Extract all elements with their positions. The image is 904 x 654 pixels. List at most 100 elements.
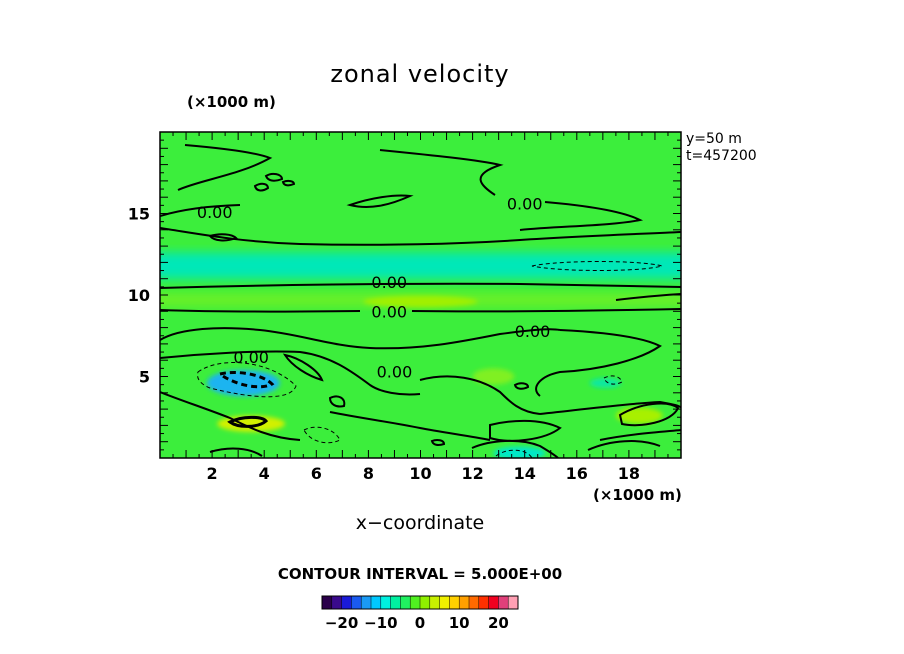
- y-tick-label: 10: [128, 286, 150, 305]
- contour-zero-line: [328, 395, 346, 408]
- contour-zero-line: [471, 439, 559, 458]
- colorbar-tick-label: 10: [449, 614, 470, 632]
- contour-zero-line: [160, 204, 241, 217]
- colorbar-swatch: [380, 596, 391, 609]
- x-tick-label: 18: [618, 464, 640, 483]
- colorbar-swatch: [400, 596, 411, 609]
- colorbar-swatch: [429, 596, 440, 609]
- meta-time: t=457200: [686, 148, 757, 164]
- colorbar-tick-label: −20: [325, 614, 358, 632]
- contour-zero-line: [160, 282, 681, 289]
- contour-zero-line: [411, 308, 681, 313]
- colorbar-swatch: [498, 596, 509, 609]
- contour-zero-line: [160, 227, 681, 246]
- contour-zero-line: [587, 440, 661, 451]
- colorbar-swatch: [390, 596, 401, 609]
- meta-y-position: y=50 m: [686, 131, 742, 147]
- x-tick-label: 6: [311, 464, 322, 483]
- field-blob: [472, 368, 515, 385]
- colorbar-swatch: [331, 596, 342, 609]
- contour-zero-line: [599, 429, 681, 441]
- y-tick-label: 5: [139, 368, 150, 387]
- contour-label: 0.00: [371, 302, 407, 321]
- colorbar-swatch: [322, 596, 333, 609]
- x-tick-label: 2: [207, 464, 218, 483]
- contour-negative-line: [531, 261, 664, 271]
- contour-zero-line: [430, 439, 446, 446]
- contour-label: 0.00: [233, 348, 269, 367]
- contour-interval-label: CONTOUR INTERVAL = 5.000E+00: [277, 565, 563, 583]
- contour-zero-line: [208, 233, 238, 242]
- contour-lines: [160, 144, 681, 458]
- colorbar-tick-label: −10: [364, 614, 397, 632]
- x-tick-label: 12: [461, 464, 483, 483]
- contour-zero-line: [513, 382, 530, 390]
- colorbar-swatch: [351, 596, 362, 609]
- contour-zero-line: [329, 411, 491, 441]
- contour-label: 0.00: [507, 195, 543, 214]
- contour-labels: 0.00 0.00 0.00 0.00 0.00 0.00 0.00: [197, 195, 550, 382]
- field-band: [160, 252, 681, 279]
- contour-zero-line: [379, 149, 504, 196]
- colorbar-swatch: [410, 596, 421, 609]
- plot-area: 0.00 0.00 0.00 0.00 0.00 0.00 0.00: [160, 132, 681, 458]
- colorbar-tick-label: 20: [488, 614, 509, 632]
- x-tick-label: 14: [514, 464, 536, 483]
- x-axis-unit: (×1000 m): [593, 486, 682, 504]
- contour-negative-line: [603, 375, 623, 385]
- contour-label: 0.00: [197, 203, 233, 222]
- colorbar-swatch: [439, 596, 450, 609]
- y-axis-unit: (×1000 m): [187, 93, 276, 111]
- contour-zero-line: [618, 402, 680, 427]
- colorbar-swatch: [341, 596, 352, 609]
- x-tick-label: 16: [566, 464, 588, 483]
- contour-zero-line: [253, 182, 270, 192]
- x-tick-label: 8: [363, 464, 374, 483]
- colorbar-swatch: [488, 596, 499, 609]
- contour-zero-line: [615, 293, 681, 301]
- field-blob: [363, 295, 478, 308]
- field-blob: [615, 407, 663, 424]
- contour-zero-line: [209, 447, 263, 457]
- contour-zero-line: [539, 400, 681, 415]
- contour-zero-line: [264, 172, 284, 182]
- y-tick-label: 15: [128, 205, 150, 224]
- contour-zero-line: [282, 353, 324, 382]
- contour-zero-line: [160, 309, 361, 313]
- contour-label: 0.00: [377, 363, 413, 382]
- colorbar-swatch: [449, 596, 460, 609]
- contour-label: 0.00: [515, 322, 551, 341]
- contour-zero-line: [160, 391, 301, 441]
- colorbar-swatch: [508, 596, 519, 609]
- colorbar-swatch: [371, 596, 382, 609]
- colorbar-tick-label: 0: [415, 614, 425, 632]
- minor-ticks: [159, 131, 682, 459]
- contour-zero-line: [419, 375, 541, 415]
- contour-positive-line: [227, 415, 269, 428]
- colorbar-swatch: [361, 596, 372, 609]
- colorbar: −20 −10 0 10 20: [321, 595, 519, 632]
- contour-zero-line: [281, 179, 296, 187]
- chart-title: zonal velocity: [330, 60, 510, 88]
- contour-zero-line: [346, 194, 414, 208]
- x-tick-label: 10: [409, 464, 431, 483]
- contour-negative-line: [216, 370, 275, 389]
- field-blob: [589, 378, 622, 388]
- colorbar-swatch: [478, 596, 489, 609]
- contour-label: 0.00: [371, 273, 407, 292]
- x-axis-label: x−coordinate: [355, 512, 485, 534]
- contour-zero-line: [177, 144, 273, 191]
- contour-zero-line: [519, 201, 644, 231]
- x-tick-labels: 2 4 6 8 10 12 14 16 18: [207, 464, 641, 483]
- colorbar-swatch: [469, 596, 480, 609]
- contour-zero-line: [535, 329, 662, 397]
- field-blob: [493, 446, 546, 458]
- contour-negative-line: [303, 426, 341, 444]
- colorbar-swatch: [459, 596, 470, 609]
- x-tick-label: 4: [259, 464, 270, 483]
- contour-zero-line: [160, 350, 421, 396]
- contour-zero-line: [160, 327, 561, 350]
- contour-negative-line: [197, 362, 297, 398]
- y-tick-labels: 5 10 15: [128, 205, 150, 387]
